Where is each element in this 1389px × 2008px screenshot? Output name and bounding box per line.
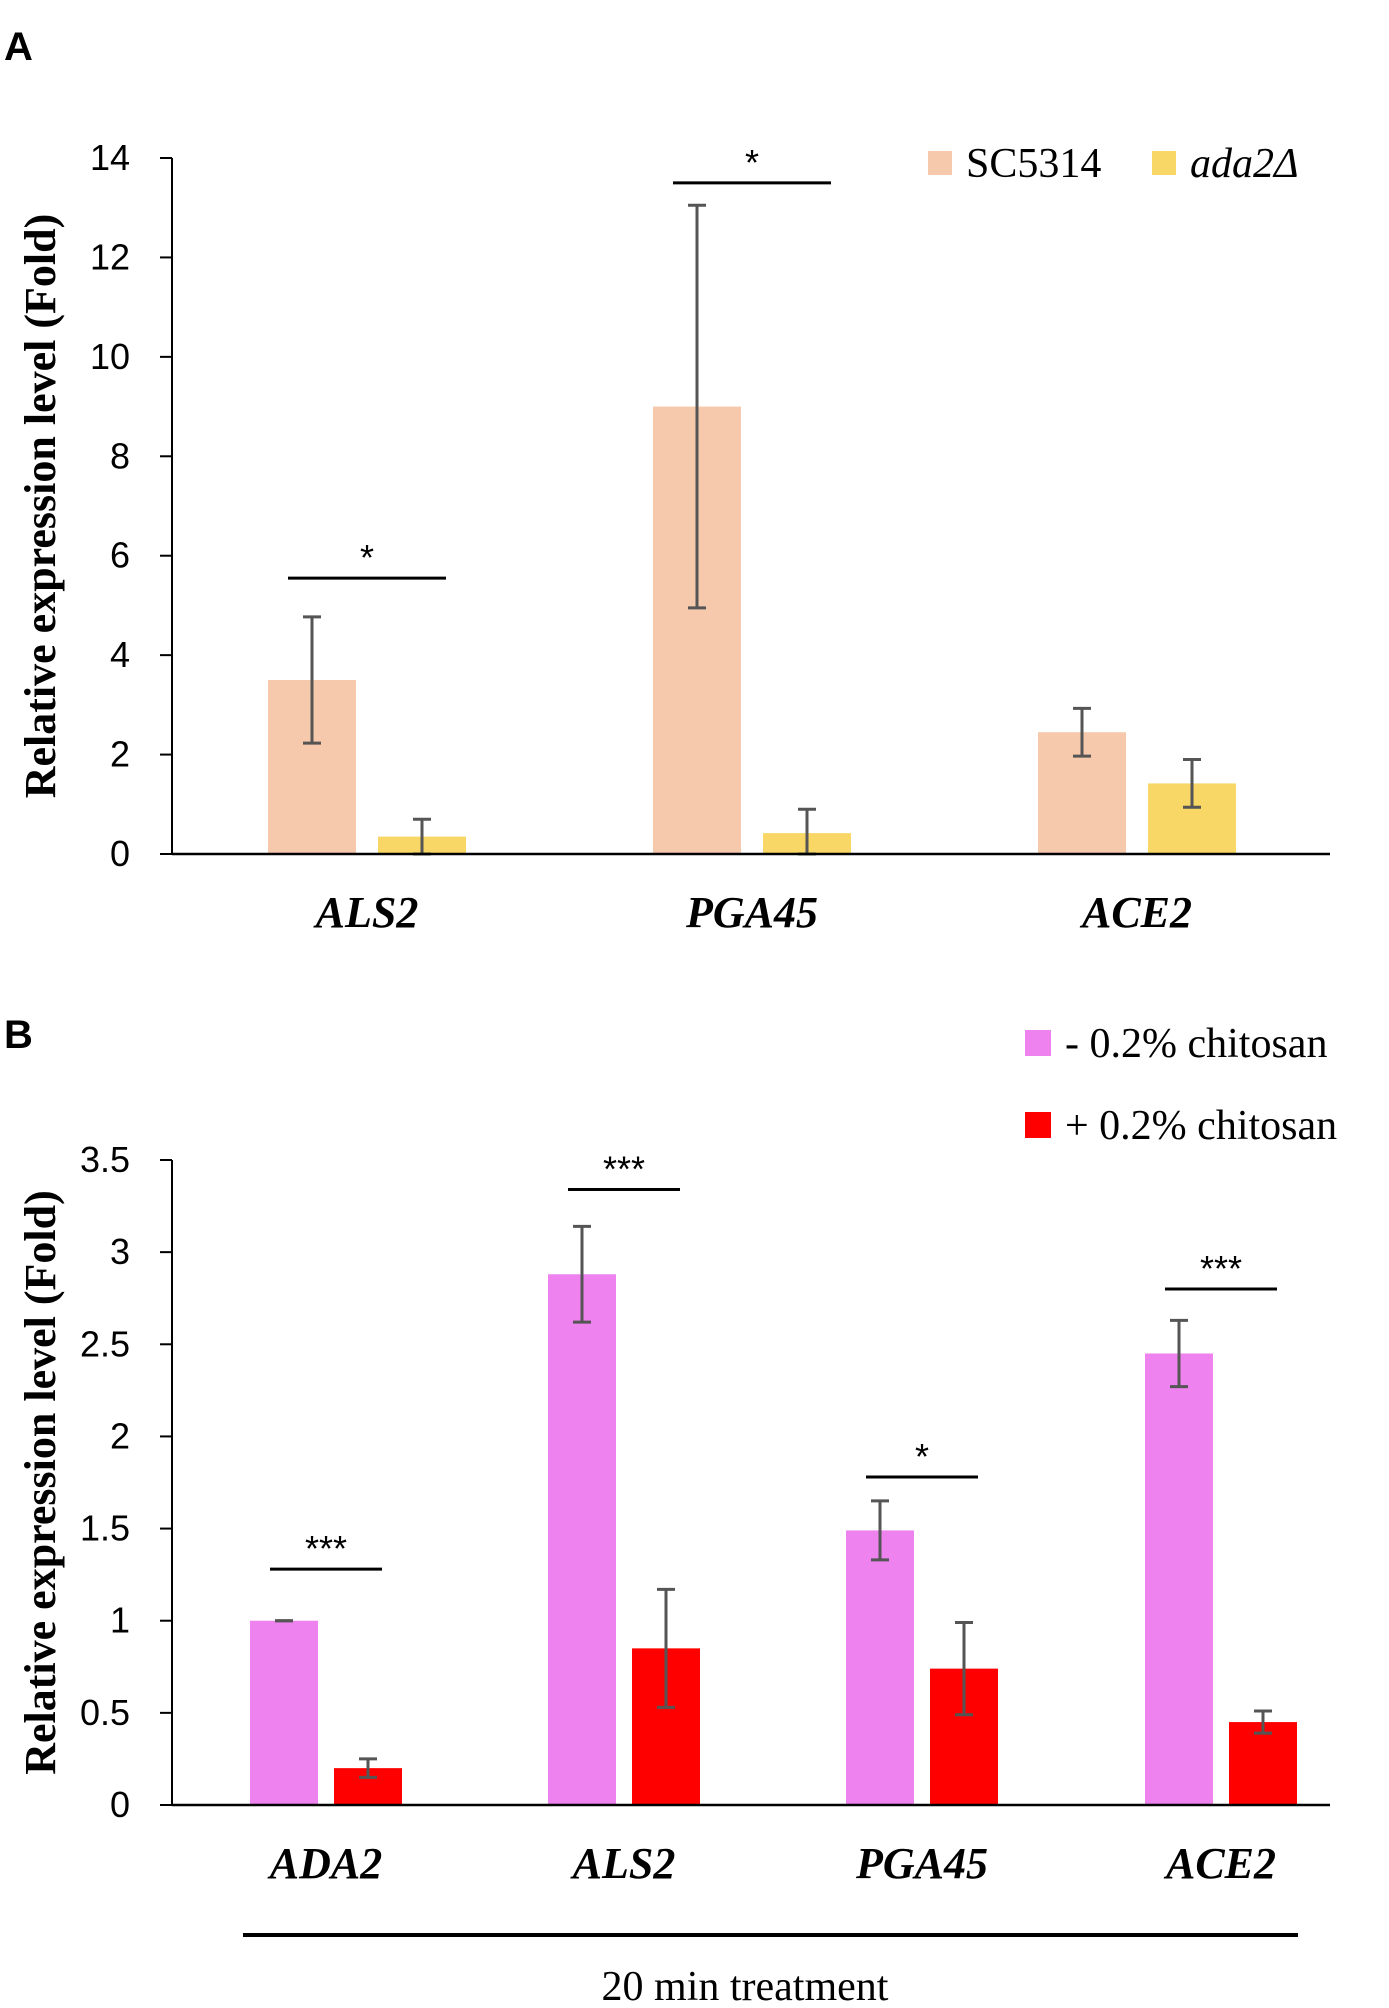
- y-tick-label: 3: [110, 1231, 130, 1272]
- legend-label: - 0.2% chitosan: [1065, 1021, 1327, 1067]
- category-label: ADA2: [267, 1839, 382, 1888]
- panel-b-chart: 0 0.5 1 1.5 2 2.5 3 3.5 Relative expression leve…: [16, 1021, 1337, 2008]
- legend-swatch: [1025, 1030, 1051, 1056]
- significance-marker: ***: [603, 1148, 645, 1189]
- y-tick-label: 6: [110, 535, 130, 576]
- legend-label: ada2Δ: [1190, 141, 1299, 187]
- bar-ace2-series-1: [1145, 1353, 1213, 1805]
- y-tick-label: 2: [110, 734, 130, 775]
- y-tick-label: 1.5: [80, 1508, 130, 1549]
- y-tick-label: 12: [90, 236, 130, 277]
- legend-label: + 0.2% chitosan: [1065, 1103, 1337, 1149]
- y-tick-label: 4: [110, 634, 130, 675]
- significance-marker: ***: [1200, 1248, 1242, 1289]
- y-tick-label: 0.5: [80, 1692, 130, 1733]
- y-axis-title: Relative expression level (Fold): [16, 214, 65, 799]
- y-tick-label: 2.5: [80, 1323, 130, 1364]
- y-tick-label: 14: [90, 137, 130, 178]
- bar-ace2-series-2: [1229, 1722, 1297, 1805]
- category-label: ACE2: [1079, 888, 1192, 937]
- bar-ada2-series-1: [250, 1620, 318, 1805]
- significance-marker: *: [745, 142, 759, 183]
- y-tick-label: 1: [110, 1600, 130, 1641]
- significance-marker: ***: [305, 1528, 347, 1569]
- category-label: ALS2: [570, 1839, 676, 1888]
- y-tick-label: 10: [90, 336, 130, 377]
- legend-swatch: [1025, 1112, 1051, 1138]
- legend-swatch: [928, 151, 952, 175]
- y-axis-title: Relative expression level (Fold): [16, 1190, 65, 1775]
- category-label: PGA45: [685, 888, 818, 937]
- category-label: ACE2: [1163, 1839, 1276, 1888]
- legend-swatch: [1152, 151, 1176, 175]
- y-tick-label: 8: [110, 435, 130, 476]
- x-axis-caption: 20 min treatment: [602, 1964, 889, 2008]
- panel-b-label: B: [4, 1013, 33, 1057]
- y-tick-label: 0: [110, 1784, 130, 1825]
- bar-pga45-series-1: [846, 1530, 914, 1805]
- panel-a-label: A: [4, 25, 33, 69]
- category-label: PGA45: [855, 1839, 988, 1888]
- significance-marker: *: [360, 537, 374, 578]
- y-tick-label: 2: [110, 1415, 130, 1456]
- y-tick-label: 0: [110, 833, 130, 874]
- bar-als2-series-1: [548, 1274, 616, 1805]
- significance-marker: *: [915, 1436, 929, 1477]
- category-label: ALS2: [313, 888, 419, 937]
- legend-label: SC5314: [966, 141, 1101, 187]
- panel-a-chart: 0 2 4 6 8 10 12 14 Relative expression level (Fo…: [16, 137, 1330, 937]
- y-tick-label: 3.5: [80, 1139, 130, 1180]
